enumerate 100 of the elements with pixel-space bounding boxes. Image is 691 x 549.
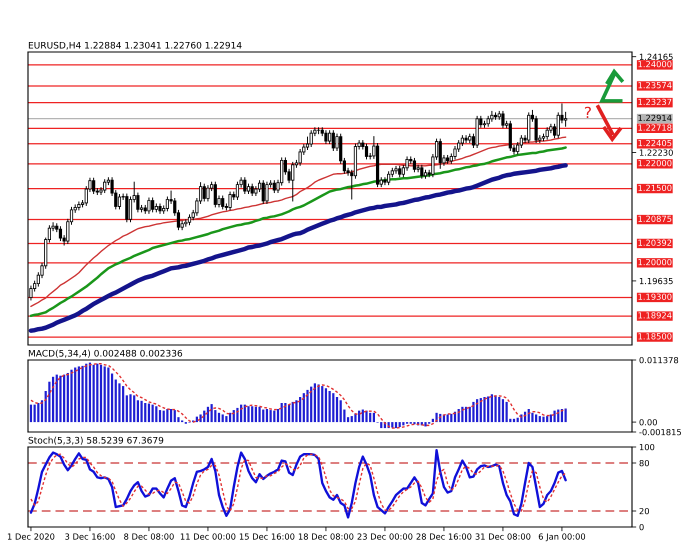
y-tick-label: 0 <box>639 524 644 530</box>
ref-line-label: 1.20392 <box>638 240 672 246</box>
ref-line-label: 1.20000 <box>638 258 672 266</box>
bar <box>148 404 150 422</box>
bar <box>350 416 353 422</box>
y-tick-label: 1.19635 <box>640 278 673 284</box>
bar <box>542 416 545 422</box>
candlestick <box>262 180 265 204</box>
bar <box>480 398 482 422</box>
ref-line-label: 1.22914 <box>638 114 672 122</box>
y-tick-label: 0.011378 <box>639 356 678 364</box>
bar <box>557 410 560 422</box>
candlestick <box>324 130 328 144</box>
bar <box>104 366 106 422</box>
bar <box>59 376 62 422</box>
bar <box>546 416 548 422</box>
bar <box>516 418 519 422</box>
candlestick <box>188 214 192 226</box>
candlestick <box>564 112 568 127</box>
bar <box>391 422 394 428</box>
bar <box>158 410 162 422</box>
candlestick <box>291 162 294 202</box>
candlestick <box>243 177 246 194</box>
bar <box>37 402 40 422</box>
bar <box>273 410 276 422</box>
candlestick <box>265 182 269 204</box>
bar <box>402 422 404 426</box>
candlestick <box>125 194 128 222</box>
y-tick-label: 80 <box>640 460 649 466</box>
x-tick-label: 15 Dec 16:00 <box>240 533 294 540</box>
candlestick <box>118 194 122 210</box>
ref-line-label: 1.24000 <box>638 60 672 68</box>
bar <box>502 399 504 422</box>
bar <box>155 406 158 422</box>
x-tick-label: 31 Dec 08:00 <box>476 533 530 540</box>
candlestick <box>214 182 217 208</box>
y-tick-label: 100 <box>640 444 654 450</box>
chart-title: EURUSD,H4 1.22884 1.23041 1.22760 1.22914 <box>28 42 242 50</box>
candlestick <box>228 192 232 210</box>
bar <box>107 368 110 422</box>
x-tick-label: 3 Dec 16:00 <box>65 533 115 540</box>
bar <box>133 395 136 422</box>
candlestick <box>520 135 523 148</box>
bar <box>122 386 124 422</box>
bar <box>302 393 305 422</box>
candlestick <box>546 127 549 140</box>
candlestick <box>136 192 140 212</box>
bar <box>66 372 69 422</box>
bar <box>96 364 98 422</box>
bar <box>203 410 206 422</box>
bar <box>362 410 364 422</box>
candlestick <box>92 178 96 194</box>
candlestick <box>298 149 302 166</box>
bar <box>424 422 427 426</box>
ref-line-label: 1.22000 <box>638 160 672 166</box>
bar <box>144 402 146 422</box>
candlestick <box>420 164 424 179</box>
bar <box>34 404 36 422</box>
candlestick <box>387 171 390 186</box>
line-series <box>30 363 566 429</box>
bar <box>292 402 294 422</box>
candlestick <box>332 130 335 151</box>
bar <box>280 402 283 422</box>
bar <box>225 416 228 422</box>
candlestick <box>460 135 464 146</box>
x-tick-label: 11 Dec 00:00 <box>180 533 236 540</box>
x-tick-label: 1 Dec 2020 <box>8 533 54 540</box>
bar <box>450 414 452 422</box>
y-tick-label: 1.22230 <box>640 149 673 156</box>
bar <box>324 388 328 422</box>
ref-line-label: 1.18500 <box>638 333 672 340</box>
text: ? <box>584 106 591 118</box>
bar <box>170 408 172 422</box>
candlestick <box>246 184 250 194</box>
bar <box>332 393 334 422</box>
candlestick <box>272 180 276 194</box>
bar <box>266 408 268 422</box>
bar <box>336 396 338 422</box>
x-tick-label: 18 Dec 08:00 <box>298 533 354 540</box>
bar <box>498 396 500 422</box>
bar <box>92 364 95 422</box>
x-tick-label: 8 Dec 08:00 <box>124 533 174 540</box>
line-series <box>28 163 568 333</box>
bar <box>398 422 401 428</box>
bar <box>162 410 165 422</box>
y-tick-label: 0.00 <box>639 419 657 426</box>
candlestick <box>328 130 332 144</box>
candlestick <box>501 110 505 128</box>
y-tick-label: -0.001815 <box>639 428 681 436</box>
bar <box>100 364 102 422</box>
bar <box>321 386 324 422</box>
bar <box>394 422 398 428</box>
candlestick <box>412 158 416 172</box>
x-tick-label: 28 Dec 16:00 <box>416 533 472 540</box>
candlestick <box>202 184 206 202</box>
x-tick-label: 6 Jan 00:00 <box>538 533 586 542</box>
chart-title: MACD(5,34,4) 0.002488 0.002336 <box>28 350 182 358</box>
candlestick <box>103 179 106 194</box>
candlestick <box>310 130 313 148</box>
candlestick <box>398 166 402 178</box>
